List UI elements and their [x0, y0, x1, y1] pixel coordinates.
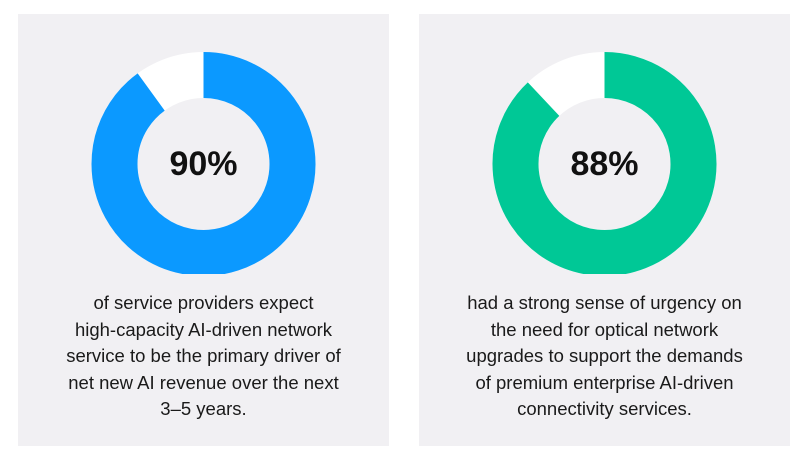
- stat-caption: of service providers expect high-capacit…: [66, 292, 341, 419]
- donut-chart-88: 88%: [492, 52, 717, 274]
- donut-center-label: 90%: [169, 145, 237, 183]
- donut-chart-90: 90%: [91, 52, 316, 274]
- donut-value-arc: [492, 52, 717, 274]
- stat-card-service-providers: 90% of service providers expect high-cap…: [18, 14, 389, 446]
- stat-card-optical-urgency: 88% had a strong sense of urgency on the…: [419, 14, 790, 446]
- donut-value-arc: [91, 52, 316, 274]
- stat-caption: had a strong sense of urgency on the nee…: [466, 292, 743, 419]
- donut-center-label: 88%: [570, 145, 638, 183]
